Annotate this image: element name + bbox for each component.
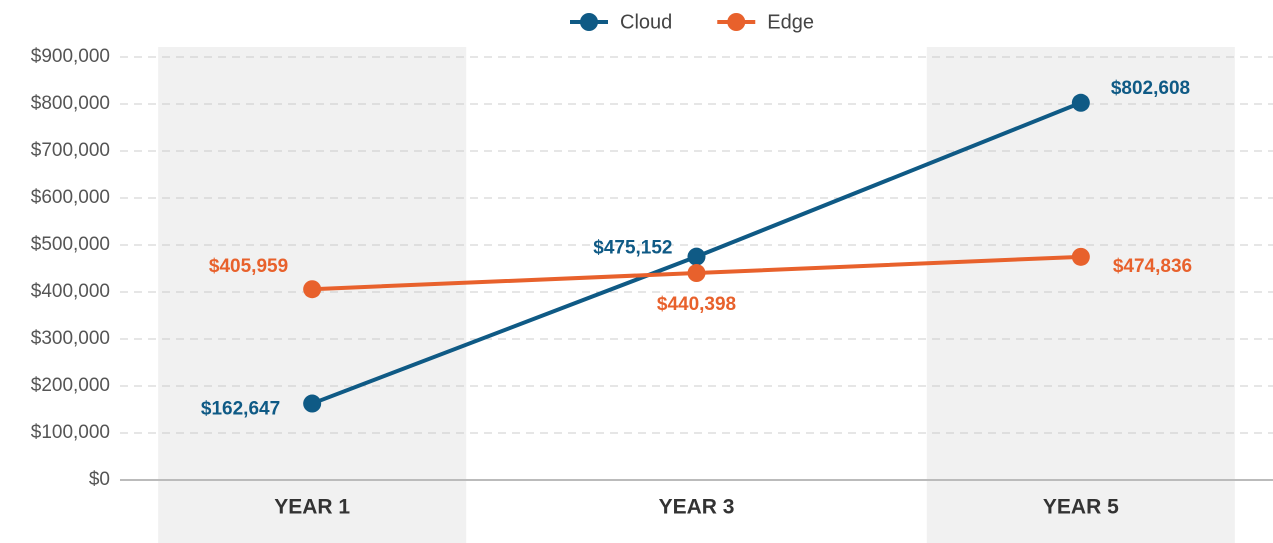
legend-marker	[727, 13, 746, 31]
data-point	[687, 264, 706, 283]
data-point	[1071, 93, 1090, 112]
y-tick-label: $300,000	[31, 328, 110, 349]
category-band	[926, 47, 1235, 543]
y-tick-label: $0	[89, 469, 110, 490]
data-label: $405,959	[209, 256, 288, 277]
data-point	[1071, 247, 1090, 266]
y-tick-label: $700,000	[31, 140, 110, 161]
x-tick-label: YEAR 5	[1043, 496, 1119, 519]
x-tick-label: YEAR 3	[659, 496, 735, 519]
y-tick-label: $900,000	[31, 46, 110, 67]
legend-marker	[580, 13, 598, 31]
data-label: $162,647	[201, 399, 280, 420]
data-label: $802,608	[1111, 78, 1190, 99]
y-tick-label: $200,000	[31, 375, 110, 396]
legend-label: Edge	[767, 11, 814, 33]
legend-label: Cloud	[620, 11, 672, 33]
data-point	[687, 247, 706, 266]
data-point	[303, 394, 322, 413]
y-tick-label: $500,000	[31, 234, 110, 255]
y-tick-label: $600,000	[31, 187, 110, 208]
data-label: $440,398	[657, 294, 736, 315]
y-tick-label: $100,000	[31, 422, 110, 443]
y-tick-label: $800,000	[31, 93, 110, 114]
data-label: $475,152	[593, 238, 672, 259]
y-tick-label: $400,000	[31, 281, 110, 302]
x-tick-label: YEAR 1	[274, 496, 350, 519]
data-point	[303, 280, 322, 299]
data-label: $474,836	[1113, 256, 1192, 277]
